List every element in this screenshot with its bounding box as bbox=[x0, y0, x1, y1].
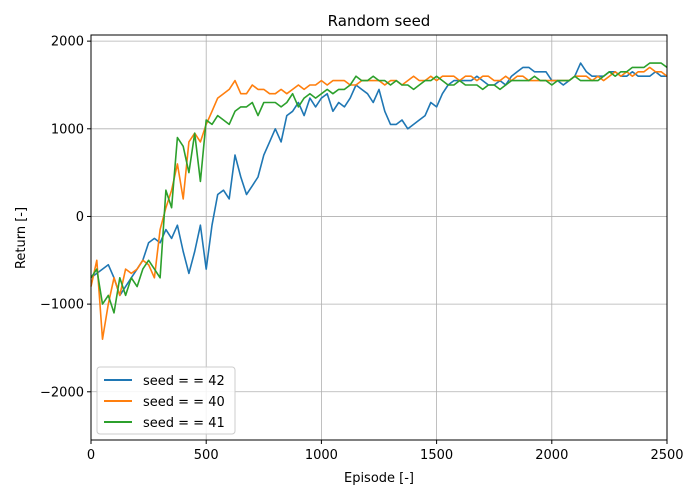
legend-label-seed-41: seed = = 41 bbox=[143, 416, 225, 431]
x-tick-label: 1500 bbox=[420, 448, 453, 463]
x-axis-title: Episode [-] bbox=[344, 471, 414, 486]
x-tick-label: 2500 bbox=[650, 448, 683, 463]
x-axis-ticks: 0 500 1000 1500 2000 2500 bbox=[87, 440, 684, 463]
y-tick-label: 2000 bbox=[51, 35, 84, 50]
y-axis-ticks: −2000 −1000 0 1000 2000 bbox=[40, 35, 91, 400]
x-tick-label: 500 bbox=[194, 448, 219, 463]
legend: seed = = 42 seed = = 40 seed = = 41 bbox=[96, 366, 236, 435]
series-layer bbox=[90, 62, 668, 340]
x-tick-label: 1000 bbox=[305, 448, 338, 463]
legend-label-seed-40: seed = = 40 bbox=[143, 395, 225, 410]
y-tick-label: 1000 bbox=[51, 122, 84, 137]
y-axis-title: Return [-] bbox=[14, 207, 29, 269]
plot-frame bbox=[90, 34, 668, 441]
x-tick-label: 0 bbox=[87, 448, 95, 463]
legend-label-seed-42: seed = = 42 bbox=[143, 374, 225, 389]
series-line-seed-41 bbox=[90, 62, 668, 314]
x-tick-label: 2000 bbox=[535, 448, 568, 463]
y-tick-label: 0 bbox=[76, 210, 84, 225]
legend-box bbox=[96, 366, 236, 435]
y-tick-label: −1000 bbox=[40, 298, 84, 313]
y-gridlines bbox=[91, 40, 667, 393]
chart-title: Random seed bbox=[328, 12, 431, 30]
y-tick-label: −2000 bbox=[40, 385, 84, 400]
